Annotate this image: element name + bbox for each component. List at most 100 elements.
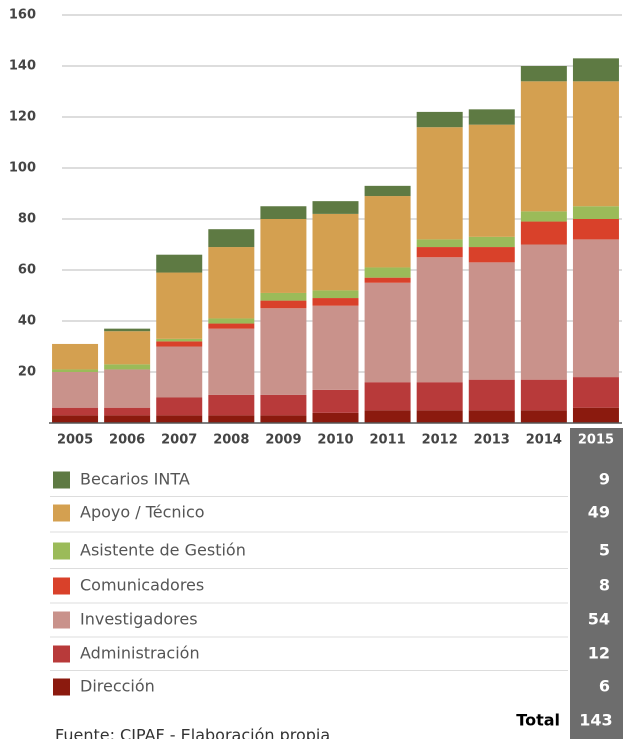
bar-segment xyxy=(468,262,515,380)
bar-segment xyxy=(156,254,203,273)
legend-label: Comunicadores xyxy=(80,576,204,595)
legend-label: Administración xyxy=(80,644,200,663)
bar-segment xyxy=(52,372,99,408)
bar-segment xyxy=(520,81,567,212)
legend-value: 8 xyxy=(599,576,610,595)
bar-segment xyxy=(416,410,463,423)
total-label: Total xyxy=(516,711,560,730)
bar-segment xyxy=(260,206,307,219)
bar-segment xyxy=(260,300,307,309)
bar-segment xyxy=(520,244,567,380)
bar-segment xyxy=(364,277,411,283)
bar-segment xyxy=(156,272,203,339)
y-tick-label: 60 xyxy=(18,263,36,278)
bar-segment xyxy=(312,201,359,214)
legend-value: 6 xyxy=(599,677,610,696)
legend-swatch xyxy=(53,542,70,560)
bar-segment xyxy=(52,407,99,416)
bar-segment xyxy=(260,394,307,416)
bar-segment xyxy=(260,292,307,301)
legend-label: Becarios INTA xyxy=(80,470,190,489)
bar-segment xyxy=(364,410,411,423)
bar-segment xyxy=(156,415,203,423)
bar-segment xyxy=(208,328,255,395)
legend-swatch xyxy=(53,645,70,663)
legend-value: 9 xyxy=(599,470,610,489)
bar-segment xyxy=(208,394,255,416)
x-tick-label: 2005 xyxy=(57,433,93,448)
bar-segment xyxy=(104,331,151,365)
bar-segment xyxy=(520,379,567,411)
bar-segment xyxy=(364,185,411,197)
bar-segment xyxy=(364,267,411,278)
bar-segment xyxy=(416,257,463,383)
bar-segment xyxy=(312,389,359,413)
x-tick-label: 2008 xyxy=(213,433,249,448)
y-tick-label: 100 xyxy=(9,161,36,176)
y-tick-label: 40 xyxy=(18,314,36,329)
source: Fuente: CIPAF - Elaboración propia xyxy=(55,726,330,739)
bar-segment xyxy=(208,415,255,423)
legend-label: Investigadores xyxy=(80,610,198,629)
bar-segment xyxy=(520,410,567,423)
legend-swatch xyxy=(53,611,70,629)
bar-segment xyxy=(156,341,203,347)
bar-segment xyxy=(156,338,203,342)
bar-segment xyxy=(312,298,359,306)
legend-value: 12 xyxy=(588,644,610,663)
bar-segment xyxy=(312,290,359,299)
bar-segment xyxy=(52,369,99,372)
legend-swatch xyxy=(53,471,70,489)
bar-segment xyxy=(260,308,307,395)
bar-segment xyxy=(104,369,151,408)
x-tick-label: 2014 xyxy=(526,433,562,448)
x-tick-label: 2013 xyxy=(474,433,510,448)
bar-segment xyxy=(468,124,515,237)
bar-segment xyxy=(312,213,359,291)
bar-segment xyxy=(572,206,619,219)
total-value: 143 xyxy=(579,711,612,730)
bar-segment xyxy=(312,305,359,390)
bar-segment xyxy=(260,415,307,423)
highlight-column xyxy=(570,428,623,739)
legend-value: 5 xyxy=(599,541,610,560)
legend-label: Asistente de Gestión xyxy=(80,541,246,560)
x-tick-label: 2007 xyxy=(161,433,197,448)
bar-segment xyxy=(104,328,151,332)
bar-segment xyxy=(156,346,203,398)
x-tick-label: 2011 xyxy=(369,433,405,448)
bar-segment xyxy=(468,109,515,125)
bar-segment xyxy=(572,58,619,82)
bar-segment xyxy=(104,407,151,416)
x-tick-label: 2006 xyxy=(109,433,145,448)
y-tick-label: 140 xyxy=(9,59,36,74)
bar-segment xyxy=(52,343,99,370)
bar-segment xyxy=(312,412,359,423)
bar-segment xyxy=(468,247,515,263)
x-tick-label: 2012 xyxy=(422,433,458,448)
bar-segment xyxy=(416,382,463,411)
bar-segment xyxy=(572,377,619,408)
bar-segment xyxy=(572,219,619,240)
bar-segment xyxy=(520,221,567,245)
bar-segment xyxy=(416,127,463,240)
bar-segment xyxy=(208,247,255,319)
x-tick-label: 2010 xyxy=(317,433,353,448)
legend-swatch xyxy=(53,504,70,522)
y-tick-label: 160 xyxy=(9,8,36,23)
bar-segment xyxy=(416,239,463,248)
bar-segment xyxy=(572,407,619,423)
x-tick-label: 2015 xyxy=(578,433,614,448)
bar-segment xyxy=(520,66,567,82)
bar-segment xyxy=(364,382,411,411)
bar-segment xyxy=(416,247,463,258)
bar-segment xyxy=(104,415,151,423)
bar-segment xyxy=(364,282,411,383)
bar-segment xyxy=(468,236,515,248)
bar-segment xyxy=(208,318,255,324)
legend-value: 54 xyxy=(588,610,610,629)
legend-swatch xyxy=(53,577,70,595)
bar-segment xyxy=(364,196,411,268)
legend-label: Apoyo / Técnico xyxy=(80,503,205,522)
